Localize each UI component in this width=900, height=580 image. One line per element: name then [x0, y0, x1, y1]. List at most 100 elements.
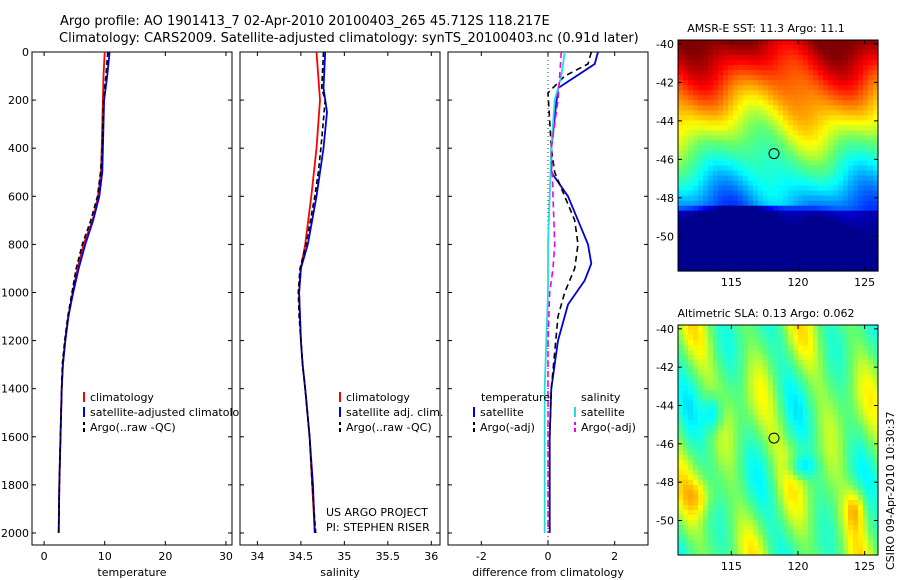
map-cell [693, 480, 699, 486]
map-cell [698, 235, 704, 242]
x-tick-label: 115 [721, 276, 742, 289]
map-cell [773, 210, 779, 217]
map-cell [843, 390, 849, 396]
map-cell [838, 390, 844, 396]
map-cell [848, 340, 854, 346]
map-cell [783, 145, 789, 152]
map-cell [733, 150, 739, 157]
map-cell [693, 130, 699, 137]
map-cell [803, 510, 809, 516]
map-cell [803, 60, 809, 66]
map-cell [863, 265, 869, 272]
map-cell [823, 430, 829, 436]
map-cell [813, 250, 819, 257]
map-cell [708, 255, 714, 262]
map-cell [678, 475, 684, 481]
map-cell [843, 50, 849, 56]
map-cell [863, 225, 869, 232]
map-cell [698, 420, 704, 426]
map-cell [798, 455, 804, 461]
map-cell [733, 115, 739, 121]
map-cell [738, 130, 744, 137]
map-cell [713, 80, 719, 86]
map-cell [818, 120, 824, 126]
map-cell [728, 395, 734, 401]
map-cell [783, 430, 789, 436]
map-cell [703, 485, 709, 491]
map-cell [808, 450, 814, 456]
map-cell [813, 490, 819, 496]
map-cell [753, 115, 759, 121]
map-cell [743, 170, 749, 177]
map-cell [828, 545, 834, 551]
map-cell [678, 405, 684, 411]
map-cell [698, 240, 704, 247]
map-cell [783, 405, 789, 411]
map-cell [733, 185, 739, 192]
map-cell [848, 260, 854, 267]
map-cell [688, 135, 694, 142]
map-cell [778, 490, 784, 496]
map-cell [778, 170, 784, 177]
map-cell [678, 385, 684, 391]
y-tick-label: -46 [656, 438, 674, 451]
map-cell [863, 415, 869, 421]
map-cell [758, 110, 764, 116]
map-cell [773, 480, 779, 486]
map-cell [843, 475, 849, 481]
map-cell [733, 490, 739, 496]
map-cell [778, 480, 784, 486]
map-cell [788, 170, 794, 177]
map-cell [843, 190, 849, 197]
map-cell [698, 165, 704, 172]
map-cell [873, 85, 879, 91]
map-cell [743, 380, 749, 386]
map-cell [863, 255, 869, 262]
map-cell [848, 545, 854, 551]
map-cell [818, 395, 824, 401]
map-cell [743, 255, 749, 262]
map-cell [748, 225, 754, 232]
map-cell [708, 335, 714, 341]
map-cell [778, 110, 784, 116]
map-cell [833, 385, 839, 391]
map-cell [858, 325, 864, 331]
map-cell [688, 200, 694, 207]
map-cell [688, 420, 694, 426]
map-cell [788, 165, 794, 172]
map-cell [758, 440, 764, 446]
map-cell [858, 530, 864, 536]
map-cell [728, 170, 734, 177]
map-cell [768, 350, 774, 356]
map-cell [848, 395, 854, 401]
map-cell [858, 385, 864, 391]
map-cell [833, 100, 839, 106]
map-cell [738, 520, 744, 526]
map-cell [723, 465, 729, 471]
map-cell [703, 510, 709, 516]
map-cell [868, 450, 874, 456]
map-cell [778, 375, 784, 381]
map-cell [773, 90, 779, 96]
map-cell [788, 535, 794, 541]
map-cell [813, 505, 819, 511]
map-cell [793, 220, 799, 227]
map-cell [763, 230, 769, 237]
map-cell [688, 185, 694, 192]
map-cell [688, 375, 694, 381]
legend-climatology-label: climatology [90, 391, 154, 404]
map-cell [863, 220, 869, 227]
map-cell [713, 460, 719, 466]
map-cell [703, 355, 709, 361]
map-cell [813, 440, 819, 446]
map-cell [823, 245, 829, 252]
map-cell [828, 150, 834, 157]
map-cell [778, 550, 784, 556]
map-cell [758, 180, 764, 187]
map-cell [833, 80, 839, 86]
map-cell [748, 45, 754, 51]
map-cell [733, 415, 739, 421]
map-cell [873, 75, 879, 81]
map-cell [783, 75, 789, 81]
